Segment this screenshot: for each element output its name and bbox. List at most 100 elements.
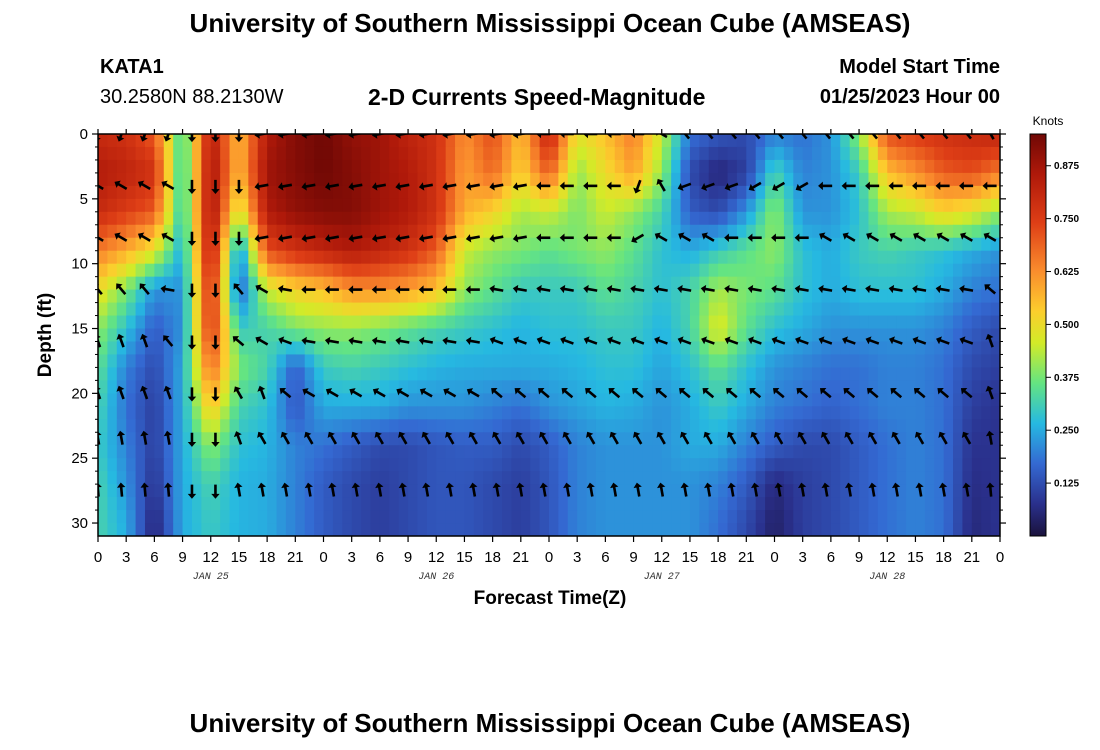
heat-cell — [351, 134, 362, 148]
heat-cell — [595, 198, 606, 213]
current-vector — [986, 482, 995, 497]
current-vector — [749, 388, 762, 399]
heat-cell — [614, 497, 625, 511]
heat-cell — [699, 237, 710, 252]
heat-cell — [107, 510, 118, 524]
heat-cell — [840, 393, 851, 407]
heat-cell — [304, 341, 315, 356]
heat-cell — [755, 328, 766, 343]
heat-cell — [144, 406, 155, 420]
heat-cell — [849, 185, 860, 200]
heat-cell — [981, 276, 992, 291]
heat-cell — [201, 224, 212, 239]
heat-cell — [351, 510, 362, 524]
heat-cell — [971, 198, 982, 213]
heat-cell — [953, 328, 964, 343]
heat-cell — [135, 445, 146, 459]
heat-cell — [163, 224, 174, 239]
heat-cell — [821, 510, 832, 524]
heat-cell — [981, 146, 992, 161]
heat-cell — [633, 289, 644, 304]
heat-cell — [502, 393, 513, 407]
current-vector — [937, 388, 950, 399]
heat-cell — [539, 276, 550, 291]
heat-cell — [896, 263, 907, 278]
current-vector — [748, 336, 762, 345]
heat-cell — [229, 445, 240, 459]
heat-cell — [718, 445, 729, 459]
heat-cell — [943, 276, 954, 291]
heat-cell — [229, 198, 240, 213]
heat-cell — [182, 250, 193, 265]
heat-cell — [229, 484, 240, 498]
heat-cell — [436, 237, 447, 252]
current-vector — [536, 336, 551, 345]
heat-cell — [332, 276, 343, 291]
heat-cell — [238, 419, 249, 433]
heat-cell — [492, 250, 503, 265]
heat-cell — [906, 146, 917, 161]
current-vector — [868, 482, 877, 497]
current-vector — [985, 385, 994, 400]
heat-cell — [718, 134, 729, 148]
heat-cell — [276, 354, 287, 369]
heat-cell — [314, 471, 325, 485]
heat-cell — [830, 172, 841, 187]
heat-cell — [126, 198, 137, 213]
heat-cell — [840, 484, 851, 498]
heat-cell — [511, 419, 522, 433]
heat-cell — [699, 328, 710, 343]
heat-cell — [718, 484, 729, 498]
heat-cell — [774, 458, 785, 472]
heat-cell — [389, 237, 400, 252]
heat-cell — [577, 406, 588, 420]
heat-cell — [680, 458, 691, 472]
heat-cell — [849, 198, 860, 213]
heat-cell — [689, 302, 700, 317]
heat-cell — [426, 458, 437, 472]
heat-cell — [220, 172, 231, 187]
heat-cell — [859, 289, 870, 304]
heat-cell — [473, 458, 484, 472]
heat-cell — [210, 224, 221, 239]
heat-cell — [342, 445, 353, 459]
current-vector — [819, 388, 832, 399]
heat-cell — [934, 367, 945, 381]
heat-cell — [285, 328, 296, 343]
heat-cell — [332, 146, 343, 161]
heat-cell — [220, 406, 231, 420]
heat-cell — [464, 497, 475, 511]
y-tick-label: 20 — [71, 385, 88, 402]
heat-cell — [98, 432, 108, 446]
heat-cell — [971, 380, 982, 394]
heat-cell — [746, 341, 757, 356]
heat-cell — [417, 146, 428, 161]
heat-cell — [351, 211, 362, 226]
current-vector — [395, 336, 410, 346]
heat-cell — [445, 289, 456, 304]
heat-cell — [689, 146, 700, 161]
heat-cell — [953, 497, 964, 511]
heat-cell — [370, 393, 381, 407]
heat-cell — [953, 134, 964, 148]
heat-cell — [351, 224, 362, 239]
heat-cell — [511, 341, 522, 356]
current-vector — [797, 431, 807, 445]
heat-cell — [539, 354, 550, 369]
heat-cell — [577, 134, 588, 148]
heat-cell — [736, 380, 747, 394]
current-vector — [116, 430, 126, 445]
heat-cell — [511, 224, 522, 239]
heat-cell — [144, 458, 155, 472]
heat-cell — [370, 224, 381, 239]
heat-cell — [924, 419, 935, 433]
heat-cell — [389, 159, 400, 174]
heat-cell — [624, 523, 635, 536]
heat-cell — [624, 134, 635, 148]
heat-cell — [248, 341, 259, 356]
heat-cell — [455, 367, 466, 381]
heat-cell — [642, 497, 653, 511]
heat-cell — [229, 354, 240, 369]
heat-cell — [605, 432, 616, 446]
heat-cell — [896, 354, 907, 369]
